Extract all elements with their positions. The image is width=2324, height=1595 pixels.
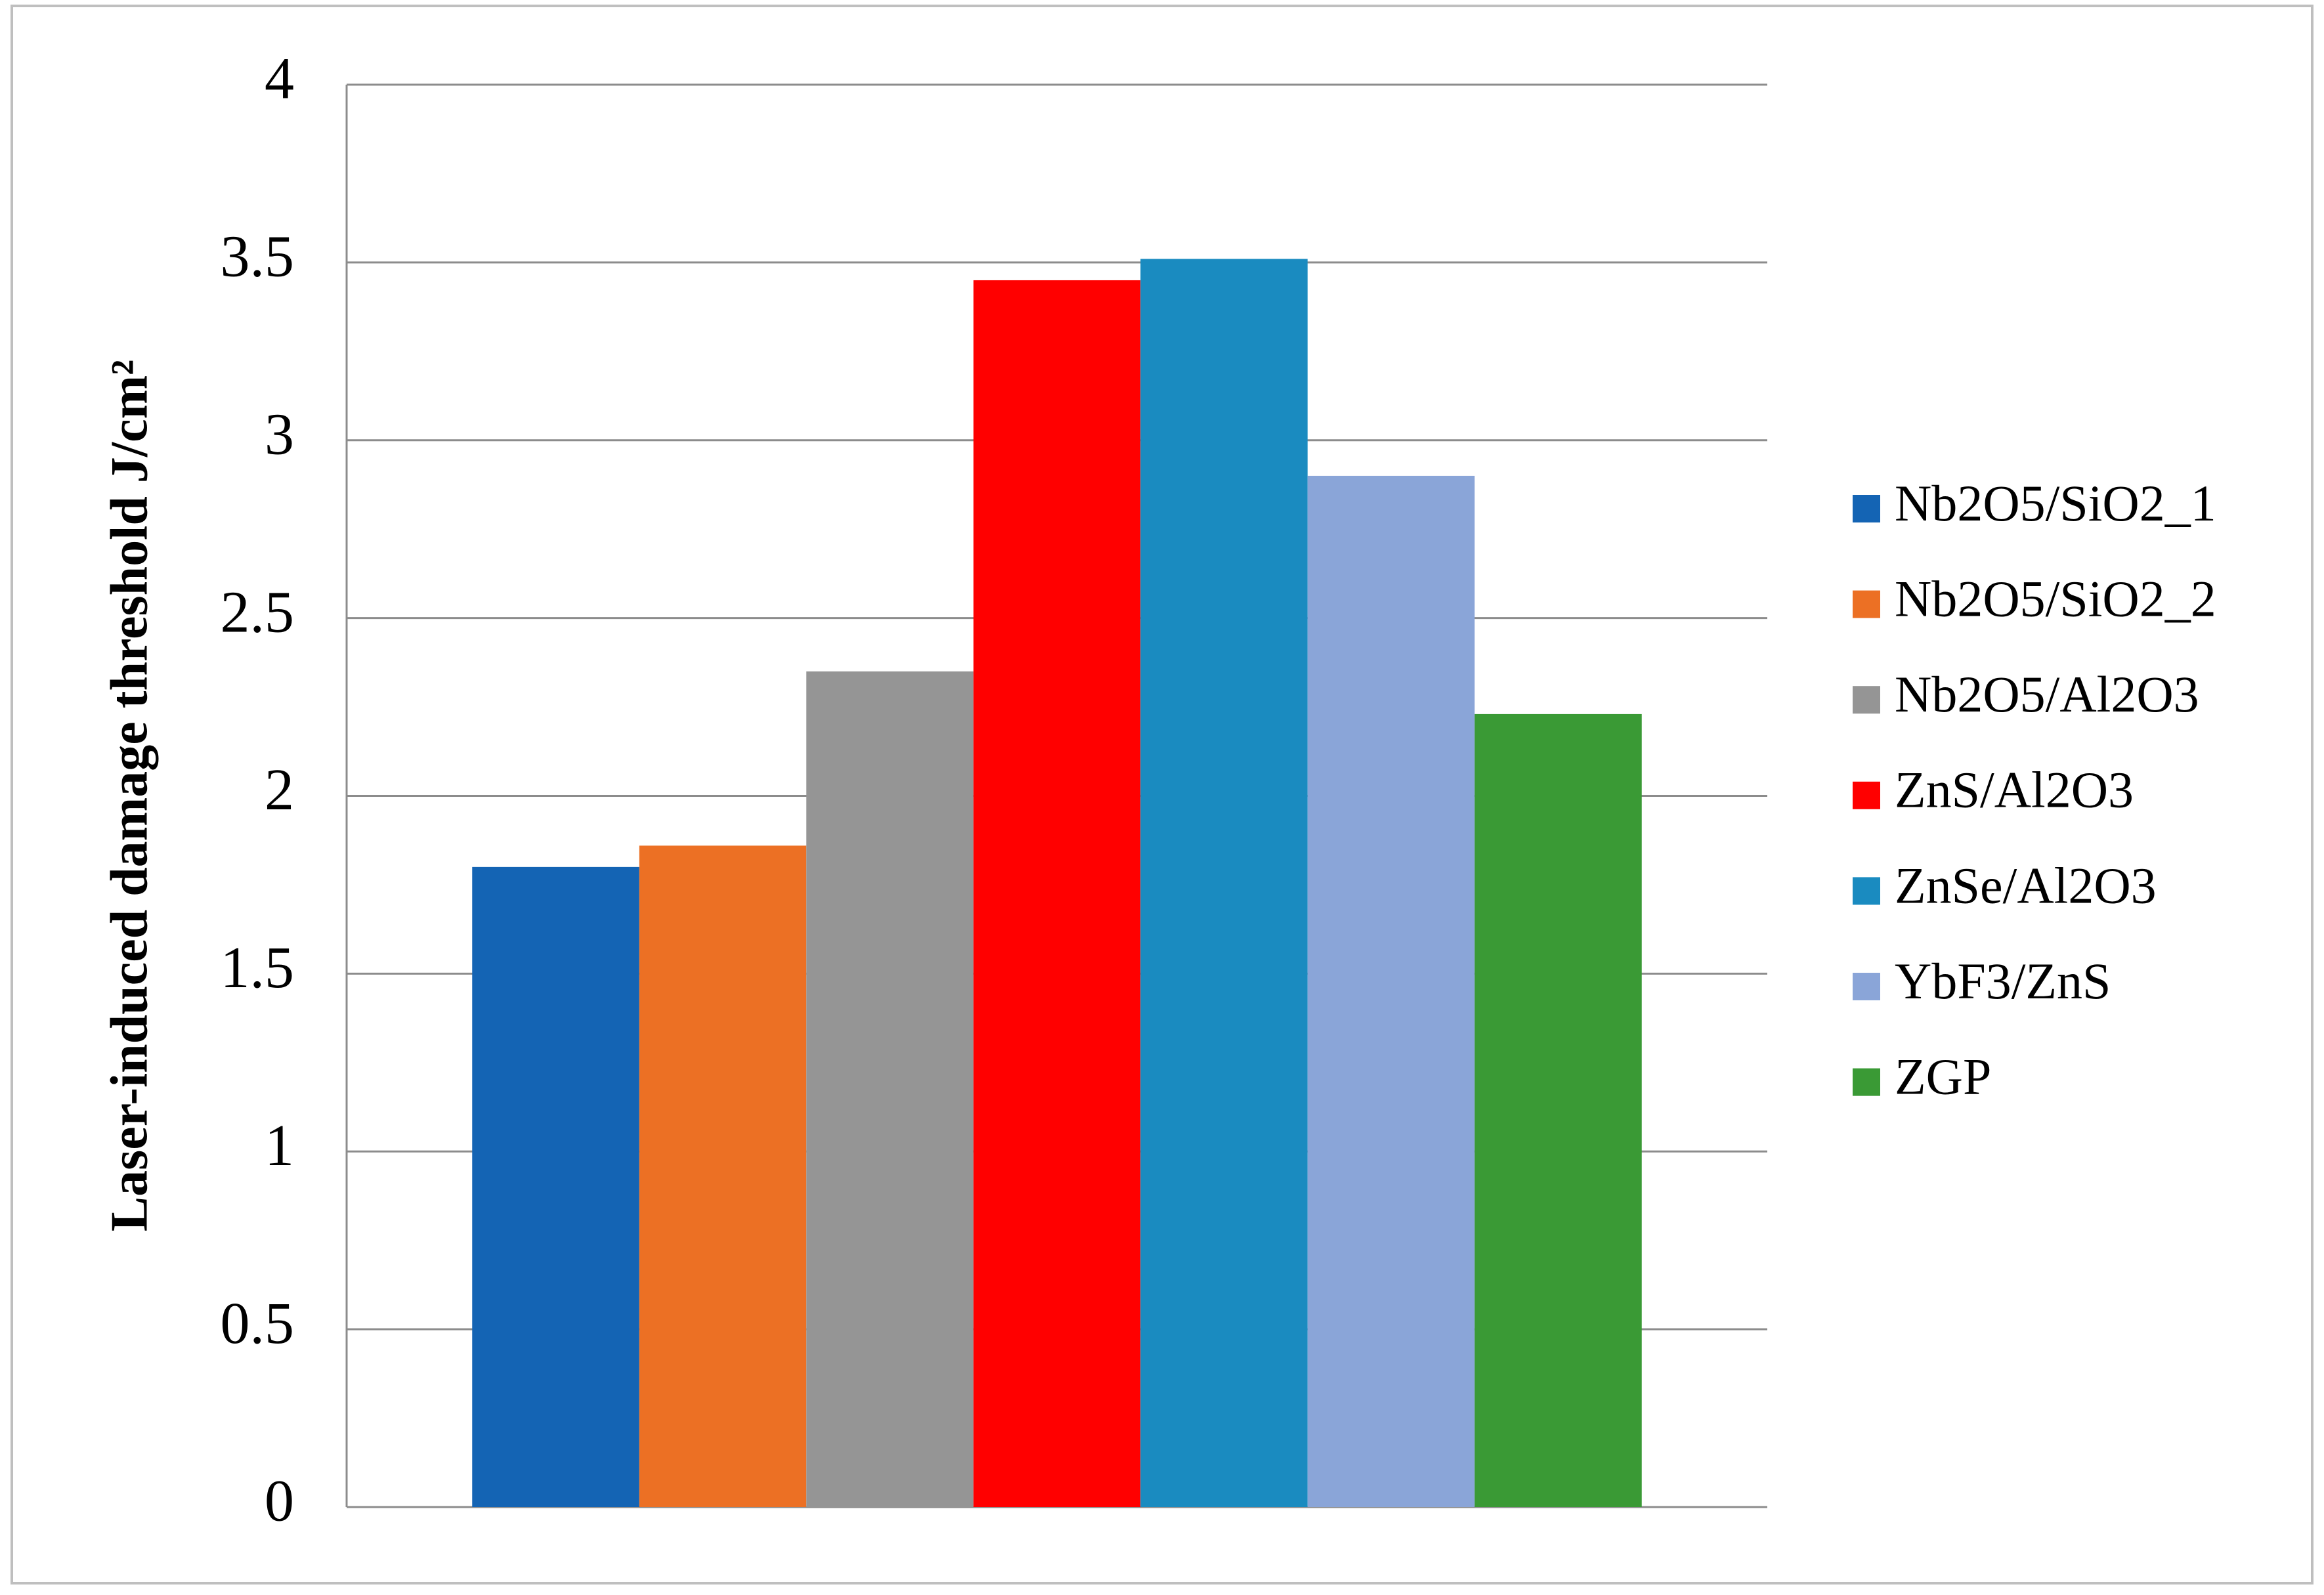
y-tick-label: 0.5: [221, 1291, 295, 1356]
legend-label: YbF3/ZnS: [1895, 952, 2111, 1010]
legend-label: Nb2O5/SiO2_1: [1895, 475, 2216, 532]
bar: [973, 280, 1141, 1507]
bar: [472, 866, 639, 1507]
y-tick-label: 3.5: [221, 224, 295, 289]
y-tick-label: 2.5: [221, 580, 295, 645]
bar: [1140, 259, 1308, 1507]
y-tick-label: 4: [265, 47, 294, 112]
legend-swatch: [1853, 495, 1880, 522]
legend-swatch: [1853, 590, 1880, 618]
bar: [639, 845, 807, 1507]
legend-label: ZnS/Al2O3: [1895, 761, 2134, 819]
legend-label: ZGP: [1895, 1048, 1991, 1105]
y-tick-label: 3: [265, 402, 294, 467]
legend-swatch: [1853, 781, 1880, 809]
legend-swatch: [1853, 973, 1880, 1000]
legend-label: ZnSe/Al2O3: [1895, 857, 2157, 914]
y-tick-label: 2: [265, 757, 294, 822]
legend-swatch: [1853, 877, 1880, 905]
y-tick-label: 1: [265, 1113, 294, 1178]
y-tick-label: 0: [265, 1469, 294, 1534]
bar: [806, 671, 974, 1508]
bar: [1474, 713, 1642, 1507]
legend-label: Nb2O5/Al2O3: [1895, 666, 2199, 723]
legend-swatch: [1853, 1068, 1880, 1096]
legend-label: Nb2O5/SiO2_2: [1895, 570, 2216, 627]
y-axis-title: Laser-induced damage threshold J/cm²: [100, 360, 158, 1231]
legend-swatch: [1853, 686, 1880, 714]
bar: [1307, 475, 1475, 1507]
y-tick-label: 1.5: [221, 935, 295, 1000]
